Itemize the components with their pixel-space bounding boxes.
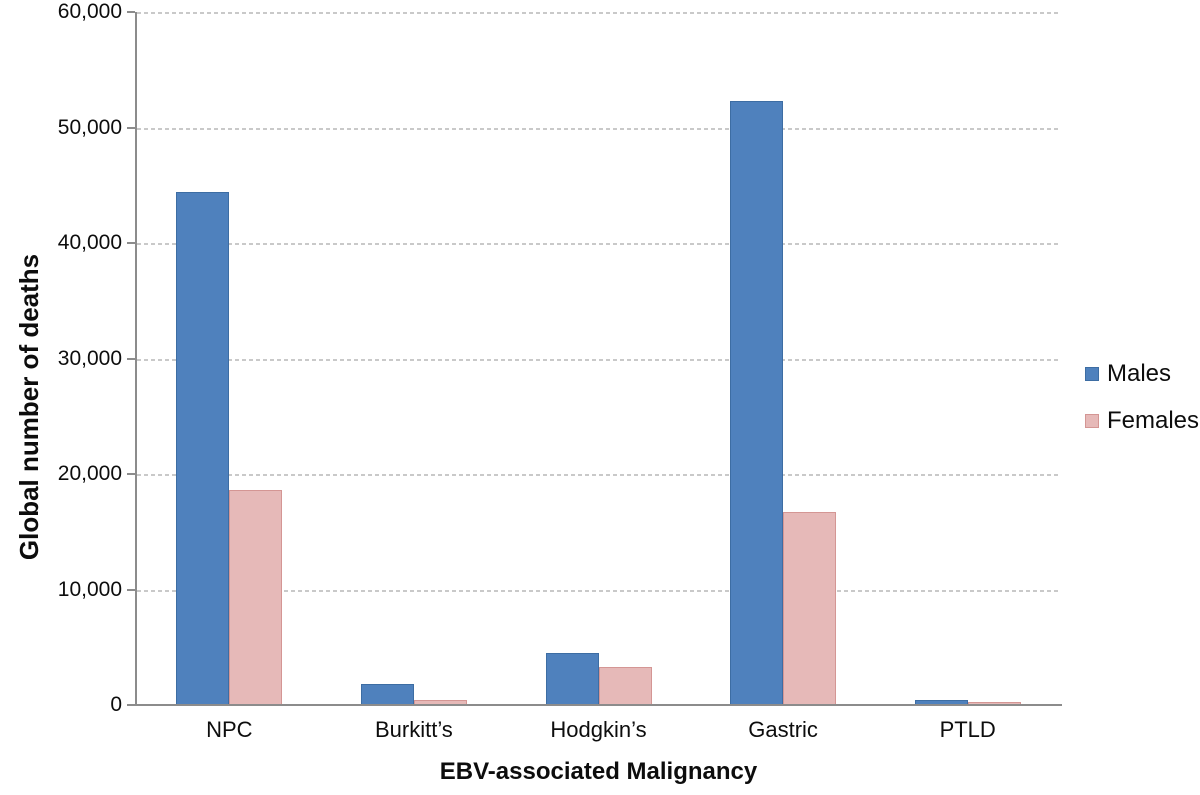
plot-area <box>137 12 1060 705</box>
bar-females-npc <box>229 490 283 705</box>
y-tick-mark <box>127 588 135 591</box>
x-axis-title: EBV-associated Malignancy <box>439 758 758 785</box>
legend-item-females: Females <box>1085 407 1199 435</box>
y-tick-mark <box>127 242 135 244</box>
males-swatch-icon <box>1085 367 1099 381</box>
legend-label-females: Females <box>1107 407 1200 434</box>
y-axis-title: Global number of deaths <box>14 253 44 561</box>
y-axis-line <box>135 12 137 705</box>
y-gridline <box>137 243 1060 245</box>
y-tick-mark <box>127 11 135 13</box>
legend-label-males: Males <box>1107 360 1172 387</box>
x-category-label: Hodgkin’s <box>550 717 647 742</box>
y-tick-mark <box>127 357 135 360</box>
bar-males-hodgkin-s <box>545 653 599 705</box>
y-tick-mark <box>127 126 135 129</box>
x-category-label: Gastric <box>748 717 818 742</box>
bar-females-gastric <box>783 512 837 705</box>
legend: Males Females <box>1085 360 1199 454</box>
y-gridline <box>137 589 1060 592</box>
y-gridline <box>137 474 1060 476</box>
y-tick-label: 60,000 <box>57 0 122 23</box>
bar-males-gastric <box>730 100 784 705</box>
y-gridline <box>137 358 1060 361</box>
y-tick-label: 40,000 <box>57 231 122 254</box>
y-tick-label: 0 <box>110 693 122 716</box>
y-tick-label: 20,000 <box>57 462 122 485</box>
y-tick-label: 10,000 <box>57 577 122 601</box>
y-tick-mark <box>127 704 135 706</box>
y-tick-mark <box>127 473 135 475</box>
females-swatch-icon <box>1085 414 1099 428</box>
x-category-label: NPC <box>206 717 253 742</box>
bar-males-burkitt-s <box>360 684 414 705</box>
y-gridline <box>137 12 1060 14</box>
legend-item-males: Males <box>1085 360 1199 388</box>
x-category-label: PTLD <box>939 717 996 742</box>
bar-males-npc <box>176 192 230 705</box>
bar-females-hodgkin-s <box>598 666 652 705</box>
y-tick-label: 30,000 <box>57 346 122 370</box>
x-axis-line <box>135 704 1062 706</box>
y-gridline <box>137 127 1060 130</box>
y-tick-label: 50,000 <box>57 115 122 139</box>
x-category-label: Burkitt’s <box>374 717 453 742</box>
